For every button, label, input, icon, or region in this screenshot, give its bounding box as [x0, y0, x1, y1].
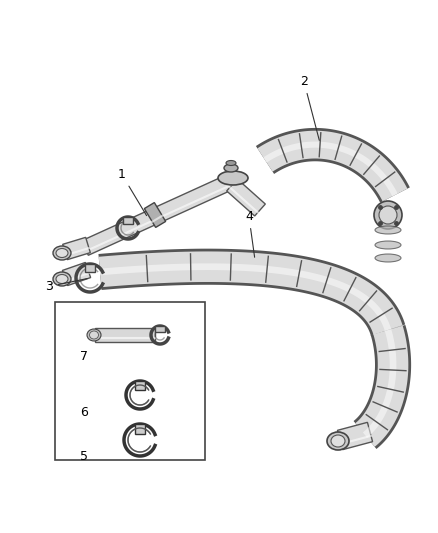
Ellipse shape: [89, 331, 99, 339]
Ellipse shape: [375, 254, 401, 262]
Text: 5: 5: [80, 449, 88, 463]
Polygon shape: [145, 203, 166, 228]
Polygon shape: [95, 328, 155, 342]
Ellipse shape: [375, 241, 401, 249]
Text: 1: 1: [118, 168, 147, 216]
Text: 7: 7: [80, 351, 88, 364]
Text: 4: 4: [245, 210, 254, 257]
Ellipse shape: [56, 274, 68, 284]
Polygon shape: [63, 237, 90, 260]
Text: 6: 6: [80, 407, 88, 419]
Ellipse shape: [218, 171, 248, 185]
Ellipse shape: [375, 226, 401, 234]
Ellipse shape: [226, 160, 236, 166]
Ellipse shape: [56, 248, 68, 257]
Bar: [135, 424, 145, 434]
Ellipse shape: [331, 435, 345, 447]
Ellipse shape: [327, 432, 349, 450]
Bar: [85, 264, 95, 272]
Ellipse shape: [379, 206, 397, 224]
Bar: [135, 381, 145, 390]
Ellipse shape: [87, 329, 101, 341]
Text: 3: 3: [45, 279, 87, 293]
Polygon shape: [62, 262, 91, 286]
Text: 2: 2: [300, 75, 319, 140]
Bar: [123, 217, 133, 224]
Ellipse shape: [53, 246, 71, 260]
Ellipse shape: [374, 201, 402, 229]
Polygon shape: [337, 422, 373, 450]
Polygon shape: [81, 175, 233, 255]
Ellipse shape: [224, 164, 238, 172]
Bar: [155, 326, 165, 332]
Ellipse shape: [53, 272, 71, 286]
Bar: [55, 302, 205, 460]
Polygon shape: [227, 179, 265, 216]
